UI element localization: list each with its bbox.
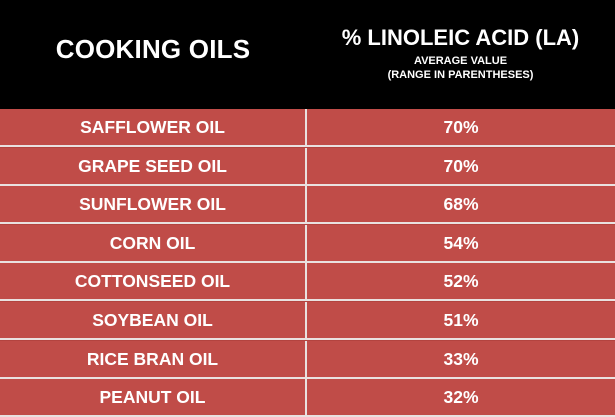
table-row: SUNFLOWER OIL 68% [0,186,615,224]
column-divider [305,302,307,338]
oil-name-cell: CORN OIL [109,232,196,253]
header-la-title: % LINOLEIC ACID (LA) [341,25,580,50]
table-row: CORN OIL 54% [0,225,615,263]
table-row: SOYBEAN OIL 51% [0,302,615,340]
oil-name-cell: COTTONSEED OIL [74,270,231,291]
table-row: SAFFLOWER OIL 70% [0,109,615,147]
oil-name-cell: PEANUT OIL [99,386,206,407]
la-value-cell: 33% [443,348,479,369]
column-divider [305,341,307,377]
header-la-subtitle-range: (RANGE IN PARENTHESES) [387,69,534,81]
oil-name-cell: RICE BRAN OIL [86,348,219,369]
la-value-cell: 54% [443,232,479,253]
table-row: GRAPE SEED OIL 70% [0,148,615,186]
table-row: COTTONSEED OIL 52% [0,263,615,301]
table-row: RICE BRAN OIL 33% [0,341,615,379]
header-la-column: % LINOLEIC ACID (LA) AVERAGE VALUE (RANG… [306,0,615,108]
oil-name-cell: GRAPE SEED OIL [78,155,227,176]
header-la-subtitle-average: AVERAGE VALUE [413,55,508,67]
header-oils-title: COOKING OILS [55,33,251,64]
column-divider [305,225,307,261]
oil-name-cell: SOYBEAN OIL [92,309,213,330]
column-divider [305,263,307,299]
column-divider [305,379,307,415]
oil-name-cell: SUNFLOWER OIL [79,193,226,214]
oil-name-cell: SAFFLOWER OIL [80,116,225,137]
header-oils-column: COOKING OILS [0,0,306,108]
la-value-cell: 51% [443,309,479,330]
column-divider [305,186,307,222]
column-divider [305,109,307,145]
table-header: COOKING OILS % LINOLEIC ACID (LA) AVERAG… [0,0,615,108]
la-value-cell: 70% [443,116,479,137]
la-value-cell: 70% [443,155,479,176]
la-value-cell: 68% [443,193,479,214]
column-divider [305,148,307,184]
la-value-cell: 52% [443,270,479,291]
la-value-cell: 32% [443,386,479,407]
table-row: PEANUT OIL 32% [0,379,615,417]
table-body: SAFFLOWER OIL 70% GRAPE SEED OIL 70% SUNFLOW… [0,109,615,417]
